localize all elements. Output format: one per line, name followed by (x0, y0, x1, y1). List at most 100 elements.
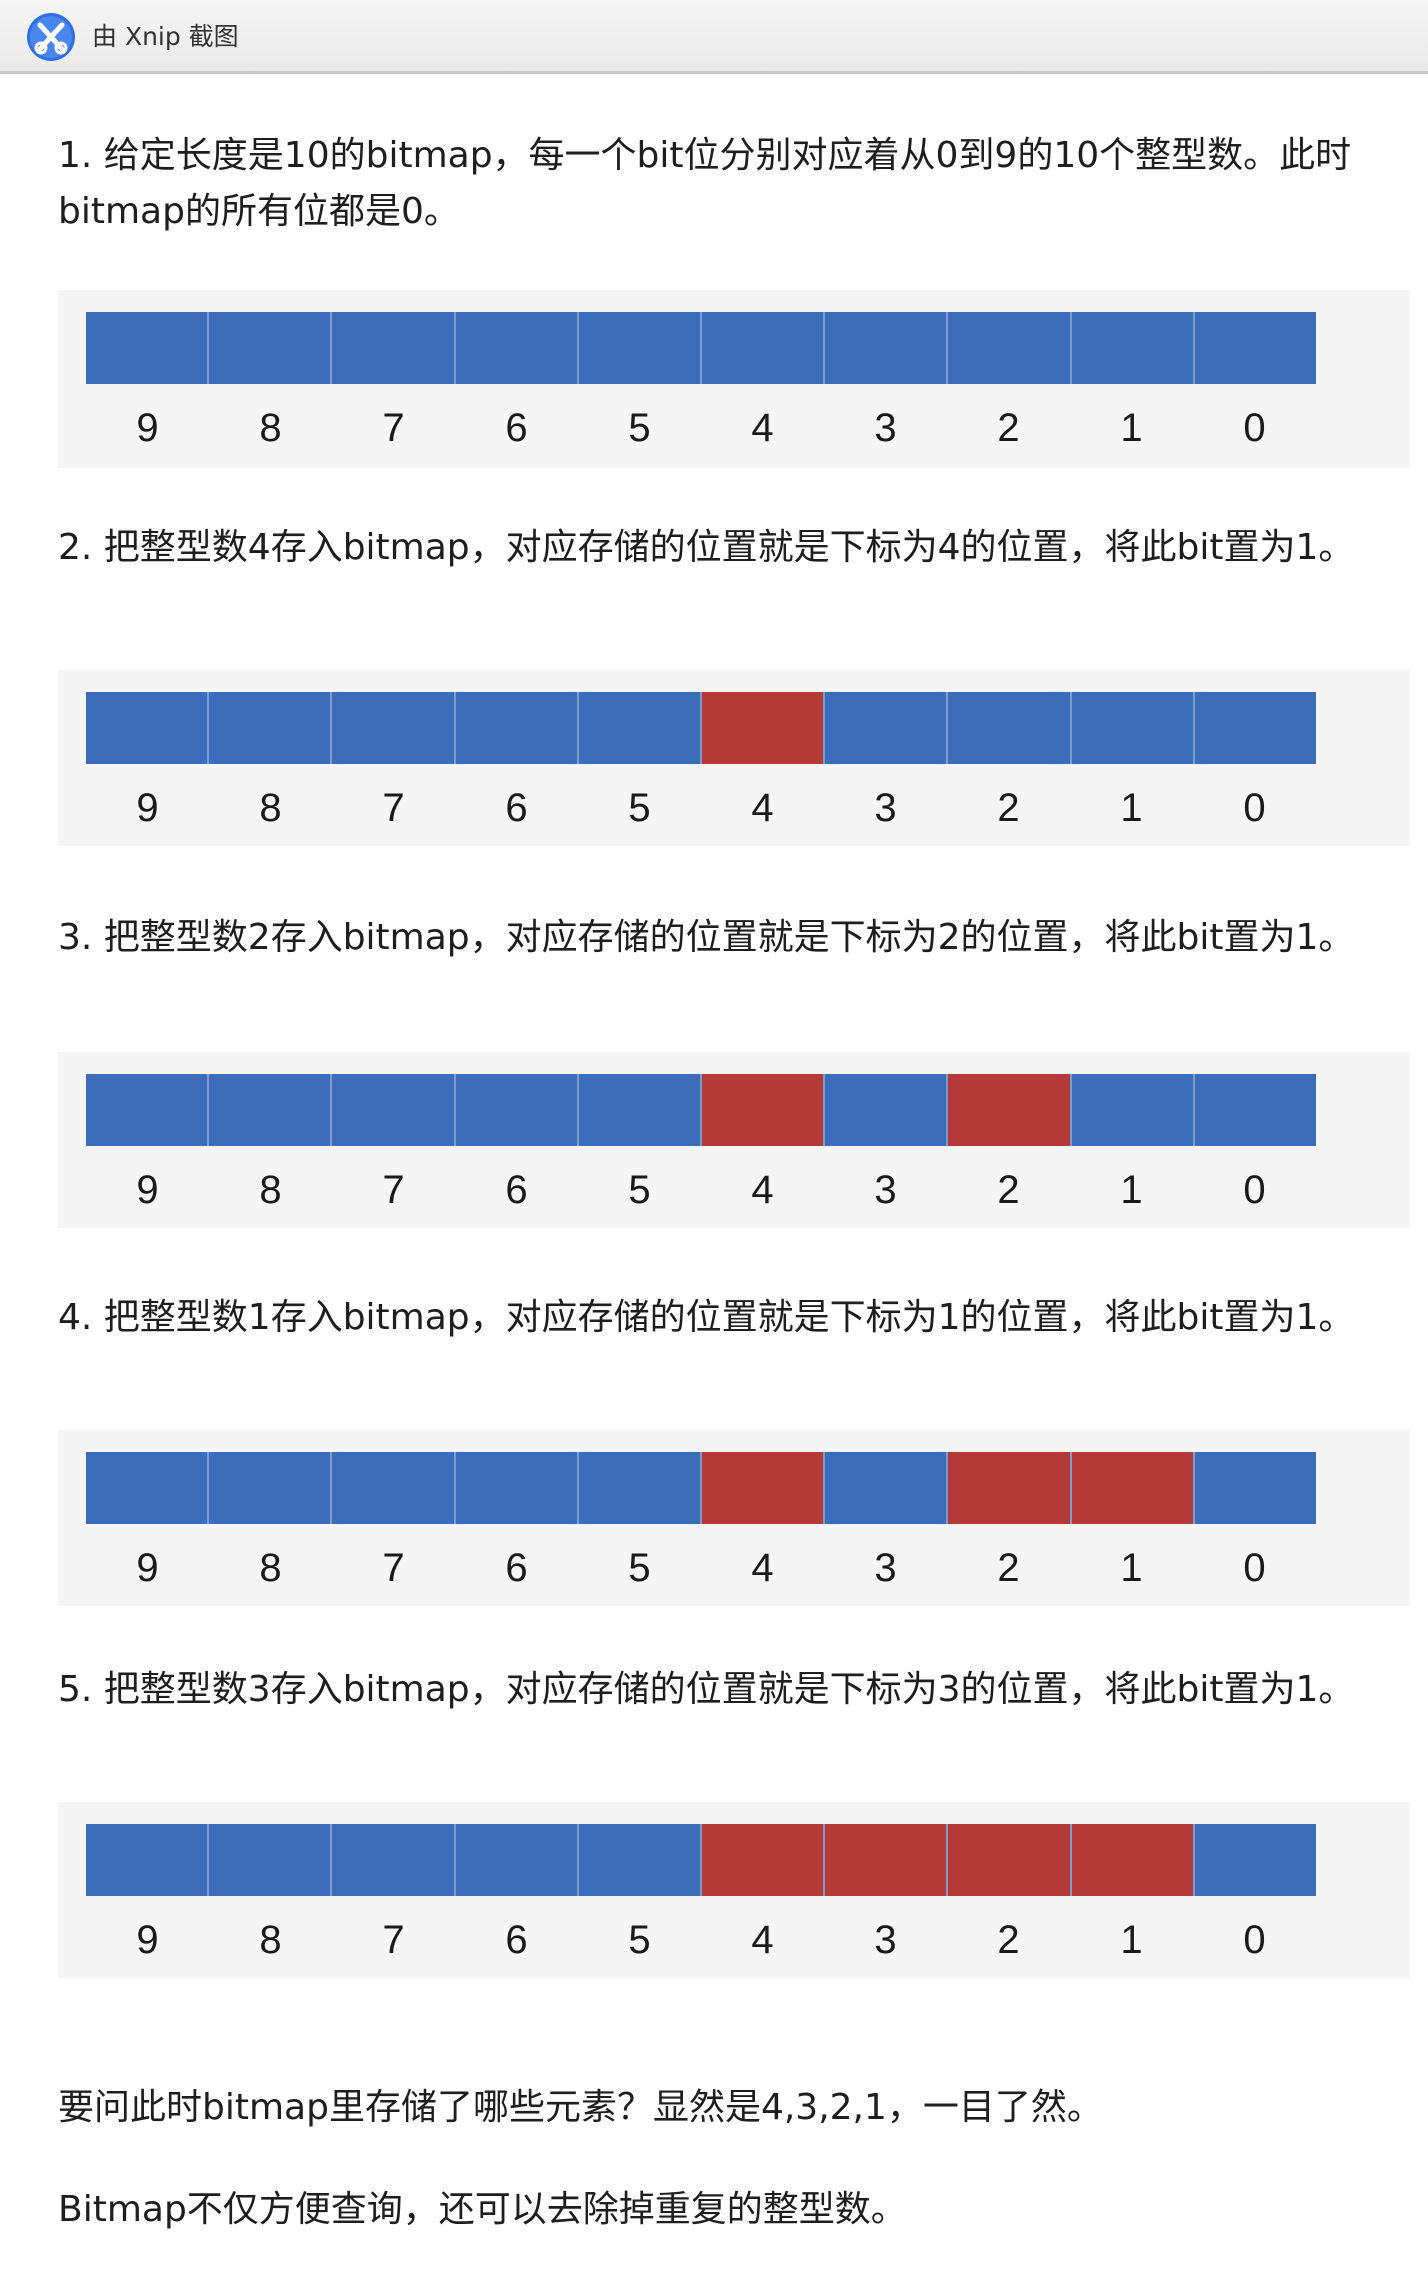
bit-index-label-4: 4 (733, 404, 793, 452)
bit-index-label-1: 1 (1102, 1544, 1162, 1592)
bit-index-label-3: 3 (856, 404, 916, 452)
bitmap-index-labels: 9 8 7 6 5 4 3 2 1 0 (86, 1544, 1316, 1592)
bit-cell-6 (454, 1452, 577, 1524)
bit-cell-2 (946, 692, 1069, 764)
bit-cell-8 (207, 1824, 330, 1896)
bit-cell-1 (1070, 1074, 1193, 1146)
bit-cell-2 (946, 1824, 1069, 1896)
bit-cell-0 (1193, 1452, 1316, 1524)
bit-cell-3 (823, 312, 946, 384)
bit-index-label-3: 3 (856, 1166, 916, 1214)
bitmap-cells (86, 1452, 1316, 1524)
bit-cell-7 (330, 1452, 453, 1524)
bit-cell-3 (823, 1452, 946, 1524)
bit-index-label-3: 3 (856, 784, 916, 832)
bit-index-label-6: 6 (487, 784, 547, 832)
bit-cell-5 (577, 1074, 700, 1146)
bit-index-label-1: 1 (1102, 404, 1162, 452)
bit-index-label-1: 1 (1102, 1916, 1162, 1964)
bit-cell-4 (700, 312, 823, 384)
bit-index-label-8: 8 (241, 784, 301, 832)
conclusion-dedup: Bitmap不仅方便查询，还可以去除掉重复的整型数。 (58, 2182, 1418, 2238)
bitmap-figure: 9 8 7 6 5 4 3 2 1 0 (58, 1052, 1410, 1228)
bit-cell-6 (454, 312, 577, 384)
bit-index-label-5: 5 (610, 1166, 670, 1214)
bit-index-label-6: 6 (487, 404, 547, 452)
bit-index-label-6: 6 (487, 1544, 547, 1592)
bitmap-cells (86, 692, 1316, 764)
bit-cell-5 (577, 312, 700, 384)
bit-index-label-5: 5 (610, 1916, 670, 1964)
bit-index-label-9: 9 (118, 404, 178, 452)
bit-cell-9 (86, 692, 207, 764)
bit-index-label-7: 7 (364, 404, 424, 452)
conclusion-question: 要问此时bitmap里存储了哪些元素？显然是4,3,2,1，一目了然。 (58, 2080, 1418, 2136)
bit-index-label-4: 4 (733, 1166, 793, 1214)
bit-cell-0 (1193, 1824, 1316, 1896)
bitmap-figure: 9 8 7 6 5 4 3 2 1 0 (58, 290, 1410, 468)
step-1-text: 1. 给定长度是10的bitmap，每一个bit位分别对应着从0到9的10个整型… (58, 128, 1418, 240)
bit-cell-5 (577, 1452, 700, 1524)
bit-index-label-6: 6 (487, 1166, 547, 1214)
bit-cell-2 (946, 1074, 1069, 1146)
bit-index-label-7: 7 (364, 1916, 424, 1964)
bit-cell-7 (330, 692, 453, 764)
bit-index-label-5: 5 (610, 404, 670, 452)
bit-cell-8 (207, 312, 330, 384)
bit-index-label-3: 3 (856, 1544, 916, 1592)
bitmap-index-labels: 9 8 7 6 5 4 3 2 1 0 (86, 1916, 1316, 1964)
bit-index-label-3: 3 (856, 1916, 916, 1964)
bit-cell-1 (1070, 1452, 1193, 1524)
bit-cell-3 (823, 1074, 946, 1146)
bitmap-cells (86, 1074, 1316, 1146)
bitmap-index-labels: 9 8 7 6 5 4 3 2 1 0 (86, 404, 1316, 452)
bit-index-label-7: 7 (364, 784, 424, 832)
bit-cell-9 (86, 1074, 207, 1146)
bit-index-label-9: 9 (118, 1166, 178, 1214)
bitmap-cells (86, 312, 1316, 384)
bit-cell-8 (207, 1074, 330, 1146)
bit-index-label-8: 8 (241, 1544, 301, 1592)
bit-cell-9 (86, 312, 207, 384)
bit-cell-1 (1070, 692, 1193, 764)
bit-index-label-2: 2 (979, 404, 1039, 452)
bit-cell-4 (700, 692, 823, 764)
bit-index-label-8: 8 (241, 1916, 301, 1964)
bit-cell-2 (946, 1452, 1069, 1524)
bit-cell-6 (454, 1824, 577, 1896)
bit-cell-4 (700, 1452, 823, 1524)
bit-index-label-4: 4 (733, 1916, 793, 1964)
bitmap-figure: 9 8 7 6 5 4 3 2 1 0 (58, 670, 1410, 846)
bit-cell-5 (577, 1824, 700, 1896)
bit-index-label-8: 8 (241, 404, 301, 452)
bit-cell-0 (1193, 312, 1316, 384)
bit-cell-7 (330, 1824, 453, 1896)
bit-cell-5 (577, 692, 700, 764)
bitmap-cells (86, 1824, 1316, 1896)
bit-index-label-9: 9 (118, 784, 178, 832)
bit-index-label-5: 5 (610, 1544, 670, 1592)
bit-index-label-0: 0 (1225, 1166, 1285, 1214)
bit-index-label-2: 2 (979, 1166, 1039, 1214)
bit-cell-4 (700, 1824, 823, 1896)
bitmap-index-labels: 9 8 7 6 5 4 3 2 1 0 (86, 1166, 1316, 1214)
xnip-title-bar: 由 Xnip 截图 (0, 0, 1428, 74)
xnip-scissors-icon (26, 12, 76, 62)
bit-cell-6 (454, 1074, 577, 1146)
bit-index-label-0: 0 (1225, 1544, 1285, 1592)
bitmap-figure: 9 8 7 6 5 4 3 2 1 0 (58, 1802, 1410, 1978)
bit-cell-1 (1070, 312, 1193, 384)
bit-index-label-1: 1 (1102, 1166, 1162, 1214)
bit-index-label-1: 1 (1102, 784, 1162, 832)
bit-cell-2 (946, 312, 1069, 384)
bit-cell-9 (86, 1824, 207, 1896)
bit-index-label-8: 8 (241, 1166, 301, 1214)
step-2-text: 2. 把整型数4存入bitmap，对应存储的位置就是下标为4的位置，将此bit置… (58, 520, 1418, 576)
bit-index-label-9: 9 (118, 1916, 178, 1964)
step-4-text: 4. 把整型数1存入bitmap，对应存储的位置就是下标为1的位置，将此bit置… (58, 1290, 1418, 1346)
bit-index-label-7: 7 (364, 1544, 424, 1592)
bit-index-label-9: 9 (118, 1544, 178, 1592)
bit-cell-4 (700, 1074, 823, 1146)
bit-index-label-2: 2 (979, 1916, 1039, 1964)
bit-cell-8 (207, 692, 330, 764)
